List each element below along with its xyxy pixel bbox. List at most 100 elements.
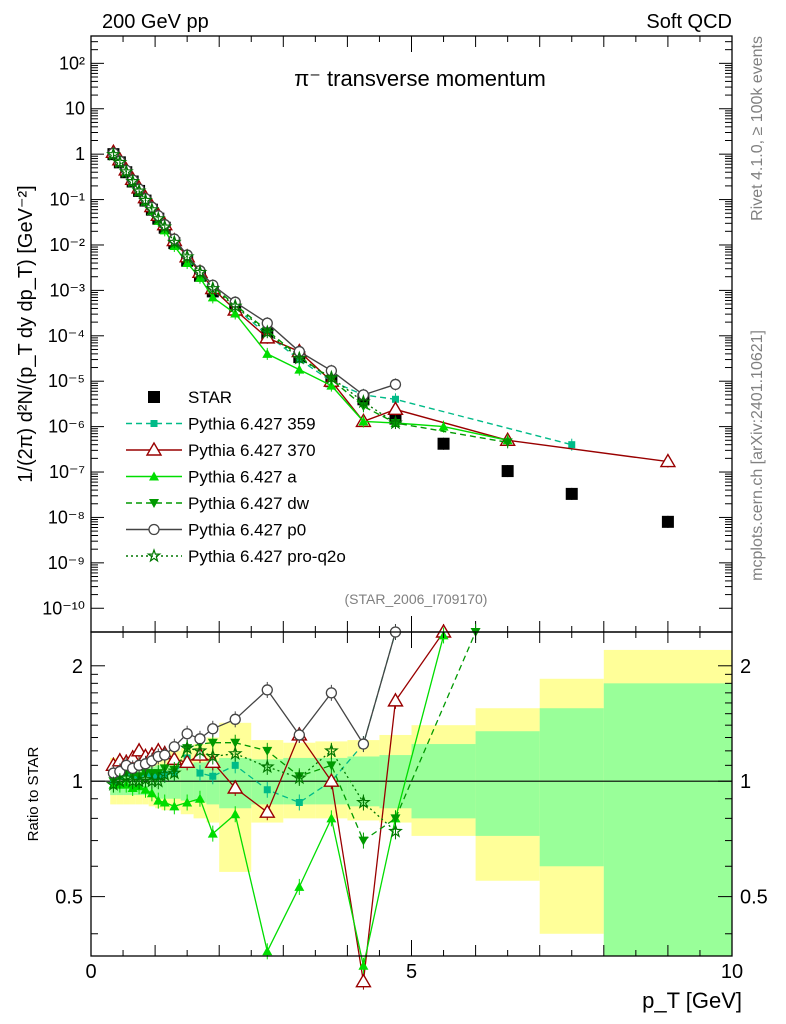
ratio-point-2-17 [358,960,369,970]
ratio-point-3-16 [326,761,337,771]
ratio-point-0-12 [209,772,217,780]
main-frame [90,35,733,633]
point-0-19 [437,437,450,450]
main-title: π⁻ transverse momentum [294,66,546,91]
ratio-point-4-14 [261,684,273,696]
ratio-point-2-7 [153,795,164,805]
series-4 [108,148,513,449]
series-line-5 [112,152,396,396]
legend-marker-4 [149,499,159,508]
series-line-4 [112,153,508,444]
point-6-1 [112,154,128,169]
ratio-point-2-15 [294,881,305,891]
series-1 [109,148,576,451]
series-line-3 [112,154,508,441]
point-6-8 [157,219,173,234]
ratio-point-5-2 [118,770,134,785]
ratio-point-2-11 [194,793,205,803]
main-plot-area [105,143,677,528]
x-tick-label-1: 5 [406,961,417,983]
ratio-point-2-12 [207,828,218,838]
ratio-ytick-label-right-2: 2 [740,656,751,678]
ratio-point-4-17 [357,738,370,750]
ratio-series-4 [107,624,402,782]
ratio-ytick-label-right-1: 1 [740,771,751,793]
ratio-point-4-10 [181,728,193,740]
legend-marker-0 [148,391,160,403]
ratio-ytick-label-0: 0.5 [55,887,83,909]
ratio-point-4-12 [207,723,219,735]
ratio-point-2-13 [230,809,241,819]
ratio-point-1-18 [387,692,404,707]
point-3-13 [230,308,241,318]
point-1-19 [568,441,576,449]
ratio-point-5-12 [205,748,221,763]
ratio-point-5-10 [179,740,195,755]
ratio-point-4-8 [159,749,171,761]
main-ytick-label-3: 10⁻⁷ [49,462,85,482]
energy-label: 200 GeV pp [102,11,209,33]
ratio-panel: 0 5 10 0.5 0.5 1 1 2 2 Ratio to STAR p_T [GeV] [25,623,768,1013]
point-3-12 [207,292,218,302]
rivet-version-label: Rivet 4.1.0, ≥ 100k events [749,36,766,221]
point-6-17 [355,394,371,409]
point-6-5 [138,192,153,207]
point-2-18 [387,400,404,416]
ratio-point-2-14 [262,946,273,956]
analysis-id-label: (STAR_2006_I709170) [345,591,488,607]
point-6-3 [125,173,141,188]
series-3 [108,148,513,447]
ratio-point-5-17 [355,794,371,809]
point-6-10 [179,249,195,264]
legend-marker-2 [145,441,163,456]
main-ytick-label-0: 10⁻¹⁰ [42,598,85,618]
main-ytick-label-1: 10⁻⁹ [48,553,85,573]
main-y-axis-label: 1/(2π) d²N/(p_T dy dp_T) [GeV⁻²] [15,185,37,482]
legend-label-0: STAR [188,388,232,407]
point-6-9 [166,234,182,249]
point-6-18 [388,415,403,430]
main-panel: 10⁻¹⁰ 10⁻⁹ 10⁻⁸ 10⁻⁷ 10⁻⁶ 10⁻⁵ 10⁻⁴ 10⁻³ 10⁻² 10⁻… [15,35,733,633]
ratio-point-5-18 [388,823,403,838]
ratio-y-axis-label: Ratio to STAR [25,746,42,841]
point-6-15 [291,350,307,365]
legend-marker-5 [148,523,160,536]
ratio-point-3-18 [390,814,401,824]
stat-band-21 [539,708,604,867]
main-ytick-label-2: 10⁻⁸ [48,507,85,527]
point-6-12 [205,280,221,295]
point-3-15 [294,364,305,374]
ratio-point-5-7 [150,773,166,788]
ratio-point-1-13 [227,779,244,794]
x-tick-label-0: 0 [85,961,96,983]
ratio-point-5-9 [166,765,182,780]
stat-band-22 [603,683,732,956]
point-3-14 [262,348,273,358]
ratio-axes: 0 5 10 0.5 0.5 1 1 2 2 [55,632,768,983]
legend-label-2: Pythia 6.427 370 [188,441,316,460]
main-ytick-label-9: 10⁻¹ [49,190,85,210]
main-ytick-label-5: 10⁻⁵ [48,371,85,391]
process-label: Soft QCD [646,11,732,33]
ratio-point-5-14 [259,759,275,774]
series-line-6 [112,154,396,424]
ratio-point-3-12 [207,738,218,748]
series-5 [107,147,402,401]
point-6-6 [144,201,160,216]
main-ytick-label-11: 10 [65,99,85,119]
ratio-point-2-10 [182,797,193,807]
point-6-4 [131,183,147,198]
legend-marker-6 [146,548,162,563]
ratio-point-2-16 [326,813,337,823]
point-6-11 [192,264,208,279]
ratio-point-5-15 [291,770,307,785]
ratio-point-0-14 [263,786,271,794]
ratio-ytick-label-1: 1 [72,771,83,793]
point-6-0 [105,146,121,161]
point-0-22 [661,515,674,528]
ratio-point-1-17 [355,973,372,988]
ratio-point-5-16 [323,742,339,758]
ratio-point-3-13 [230,738,241,748]
legend-label-1: Pythia 6.427 359 [188,415,316,434]
